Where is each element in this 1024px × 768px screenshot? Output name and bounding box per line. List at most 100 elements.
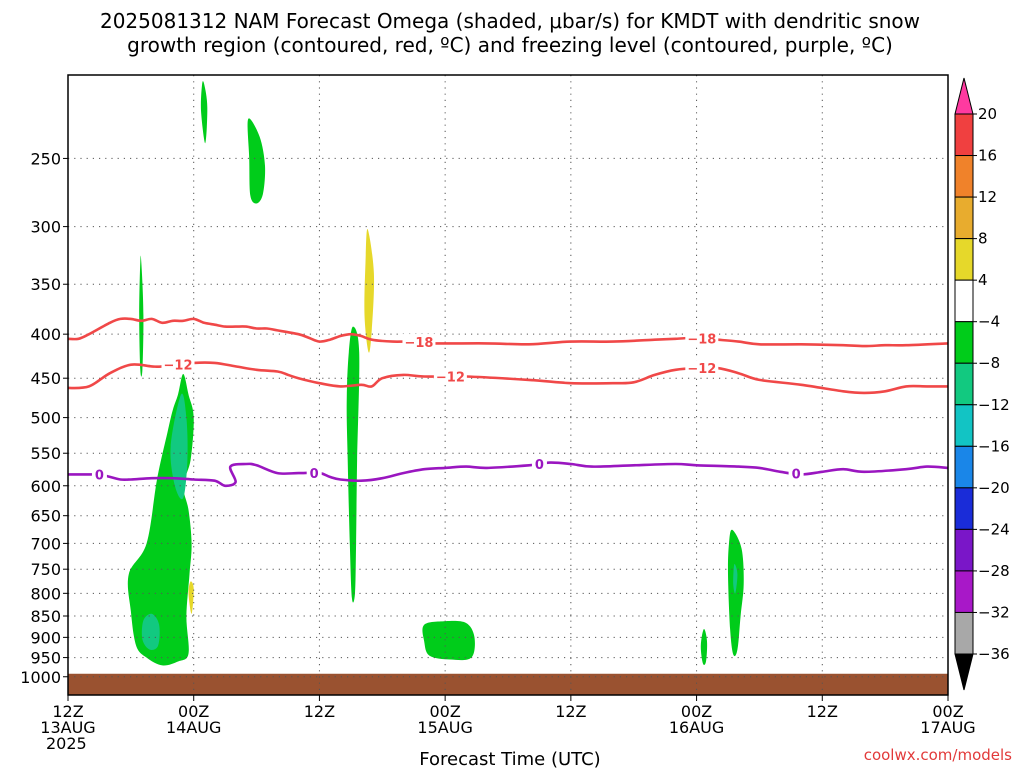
y-tick-label: 300 [30, 218, 61, 237]
colorbar-label: −24 [978, 520, 1010, 538]
shaded-omega-layer [127, 81, 744, 666]
x-tick-label: 17AUG [920, 718, 975, 737]
x-tick-label: 00Z [932, 702, 963, 721]
x-tick-label: 00Z [681, 702, 712, 721]
omega-region-green-upper-blob [247, 118, 266, 204]
y-tick-label: 600 [30, 477, 61, 496]
contour-label-bg [685, 360, 719, 377]
contour-label: −18 [404, 336, 433, 351]
omega-region-teal-low-core [141, 613, 160, 650]
x-tick-label: 12Z [52, 702, 83, 721]
colorbar-bin [954, 362, 974, 406]
omega-region-yellow-mid-column [364, 228, 375, 353]
chart-title-line2: growth region (contoured, red, ºC) and f… [127, 33, 893, 57]
x-tick-label: 12Z [555, 702, 586, 721]
y-tick-label: 850 [30, 607, 61, 626]
colorbar-bin [954, 445, 974, 489]
colorbar-label: −28 [978, 562, 1010, 580]
omega-region-green-low-blob-15aug [422, 620, 475, 661]
omega-region-yellow-left-small [188, 581, 194, 614]
y-tick-label: 550 [30, 444, 61, 463]
contour-label-bg [531, 455, 547, 472]
ground-band [68, 673, 948, 695]
colorbar-label: 8 [978, 230, 988, 248]
x-tick-label: 12Z [304, 702, 335, 721]
colorbar-label: −20 [978, 479, 1010, 497]
x-tick-label: 2025 [46, 734, 87, 753]
contour-0 [68, 461, 949, 488]
contour-label: −12 [687, 362, 716, 377]
contour-label-bg [685, 330, 719, 347]
colorbar-label: −36 [978, 645, 1010, 663]
colorbar-top-arrow [954, 77, 974, 115]
colorbar-label: 20 [978, 105, 997, 123]
contour--12 [67, 361, 948, 395]
colorbar-bin [954, 487, 974, 530]
contour-label: 0 [535, 458, 544, 473]
x-tick-label: 00Z [178, 702, 209, 721]
colorbar: 20 16 12 8 4 −4 −8 −12 −16 −20 −24 −28 −32 −36 [954, 77, 1010, 691]
colorbar-label: 4 [978, 271, 988, 289]
colorbar-bin [954, 321, 974, 364]
colorbar-bottom-arrow [954, 653, 974, 691]
contour-label: −18 [687, 332, 716, 347]
colorbar-label: −8 [978, 354, 1000, 372]
omega-region-green-thin-14z [139, 255, 144, 377]
contour-label: 0 [310, 467, 319, 482]
colorbar-label: 12 [978, 188, 997, 206]
omega-region-green-top-sliver [200, 81, 208, 144]
x-tick-label: 00Z [429, 702, 460, 721]
colorbar-label: −32 [978, 603, 1010, 621]
omega-region-teal-left-core [170, 393, 188, 500]
omega-region-green-mid-column [346, 326, 360, 603]
y-tick-label: 500 [30, 409, 61, 428]
colorbar-bin [954, 611, 974, 655]
x-axis-label: Forecast Time (UTC) [419, 749, 600, 768]
omega-region-green-column-16aug [727, 529, 744, 657]
x-tick-label: 13AUG [40, 718, 95, 737]
contour-label: −12 [436, 371, 465, 386]
contour-layer: −18 −18 −12 −12 −12 0 0 0 0 [67, 317, 949, 488]
y-tick-label: 950 [30, 649, 61, 668]
chart-title-line1: 2025081312 NAM Forecast Omega (shaded, μ… [100, 9, 920, 33]
x-tick-label: 12Z [807, 702, 838, 721]
omega-region-green-small-16aug [700, 628, 708, 665]
contour-label-bg [306, 465, 322, 482]
y-axis-ticks: 250 300 350 400 450 500 550 600 650 700 750 800 850 9… [20, 149, 68, 687]
credit-text[interactable]: coolwx.com/models [864, 746, 1012, 764]
contour-label-bg [161, 356, 195, 373]
y-tick-label: 1000 [20, 668, 61, 687]
colorbar-bin [954, 404, 974, 447]
y-tick-label: 250 [30, 149, 61, 168]
x-tick-label: 14AUG [166, 718, 221, 737]
contour-label-bg [788, 465, 804, 482]
colorbar-bin [954, 155, 974, 198]
contour-label: 0 [792, 468, 801, 483]
colorbar-label: −16 [978, 437, 1010, 455]
y-tick-label: 650 [30, 507, 61, 526]
y-tick-label: 450 [30, 369, 61, 388]
contour-label-bg [433, 368, 467, 385]
colorbar-label: −4 [978, 313, 1000, 331]
colorbar-label: 16 [978, 147, 997, 165]
contour-label: 0 [95, 468, 104, 483]
colorbar-bin [954, 279, 974, 323]
contour-label-bg [91, 466, 107, 483]
y-tick-label: 700 [30, 534, 61, 553]
x-tick-label: 16AUG [669, 718, 724, 737]
y-tick-label: 750 [30, 560, 61, 579]
y-tick-label: 400 [30, 325, 61, 344]
grid-layer [68, 75, 948, 695]
colorbar-bin [954, 196, 974, 240]
colorbar-label: −12 [978, 396, 1010, 414]
contour-label-bg [402, 334, 436, 351]
y-tick-label: 350 [30, 275, 61, 294]
colorbar-bin [954, 113, 974, 157]
colorbar-bin [954, 528, 974, 572]
colorbar-bin [954, 238, 974, 281]
ground-layer [68, 673, 948, 695]
contour-label: −12 [164, 359, 193, 374]
contour--18 [67, 317, 949, 348]
